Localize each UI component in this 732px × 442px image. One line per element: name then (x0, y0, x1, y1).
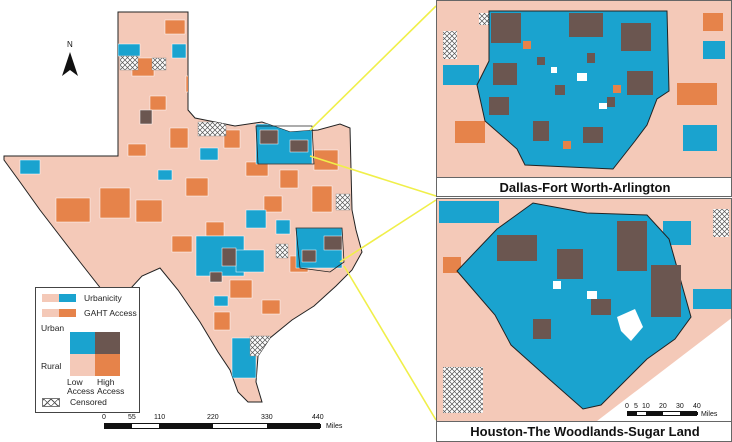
main-scale-tick-0: 0 (102, 414, 106, 421)
houston-scale-tick-2: 10 (642, 403, 650, 410)
houston-scale-unit: Miles (701, 411, 718, 418)
urbanicity-label: Urbanicity (84, 293, 122, 303)
north-arrow (62, 52, 78, 76)
houston-scale-tick-5: 40 (693, 403, 701, 410)
urbanicity-swatch (42, 294, 76, 302)
north-label: N (67, 40, 73, 49)
cell-rural-high (95, 354, 120, 376)
censored-swatch (42, 398, 60, 407)
dallas-inset: Dallas-Fort Worth-Arlington (436, 0, 732, 197)
texas-map (3, 11, 363, 403)
main-scale-tick-4: 330 (261, 414, 273, 421)
dallas-inset-title: Dallas-Fort Worth-Arlington (437, 177, 731, 196)
callout-lines (309, 5, 437, 421)
rural-label: Rural (41, 361, 62, 371)
county-fill-layer (19, 19, 351, 379)
access-label: GAHT Access (84, 308, 137, 318)
low-access-label: Low Access (67, 377, 95, 396)
access-swatch (42, 309, 76, 317)
main-scale-unit: Miles (326, 423, 343, 430)
cell-urban-low (70, 332, 95, 354)
houston-inset-map (437, 199, 731, 421)
cell-rural-low (70, 354, 95, 376)
main-scale-tick-3: 220 (207, 414, 219, 421)
houston-metro-outline (295, 227, 345, 273)
main-scale-bar (104, 423, 321, 429)
houston-scale-tick-4: 30 (676, 403, 684, 410)
main-scale-tick-2: 110 (154, 414, 166, 421)
cell-urban-high (95, 332, 120, 354)
main-scale-tick-1: 55 (128, 414, 136, 421)
legend: Urbanicity GAHT Access Urban Rural Low A… (35, 287, 140, 413)
censored-label: Censored (70, 397, 107, 407)
houston-scale-tick-3: 20 (659, 403, 667, 410)
bivariate-grid (70, 332, 120, 376)
urban-label: Urban (41, 323, 65, 333)
dfw-metro-outline (255, 125, 315, 165)
houston-inset-title: Houston-The Woodlands-Sugar Land (437, 421, 731, 441)
houston-inset: 0 5 10 20 30 40 Miles Houston-The Woodla… (436, 198, 732, 442)
main-scale-tick-5: 440 (312, 414, 324, 421)
houston-scale-bar (627, 411, 698, 416)
houston-scale-tick-1: 5 (634, 403, 638, 410)
dallas-inset-map (437, 1, 731, 177)
houston-scale-tick-0: 0 (625, 403, 629, 410)
high-access-label: High Access (97, 377, 125, 396)
